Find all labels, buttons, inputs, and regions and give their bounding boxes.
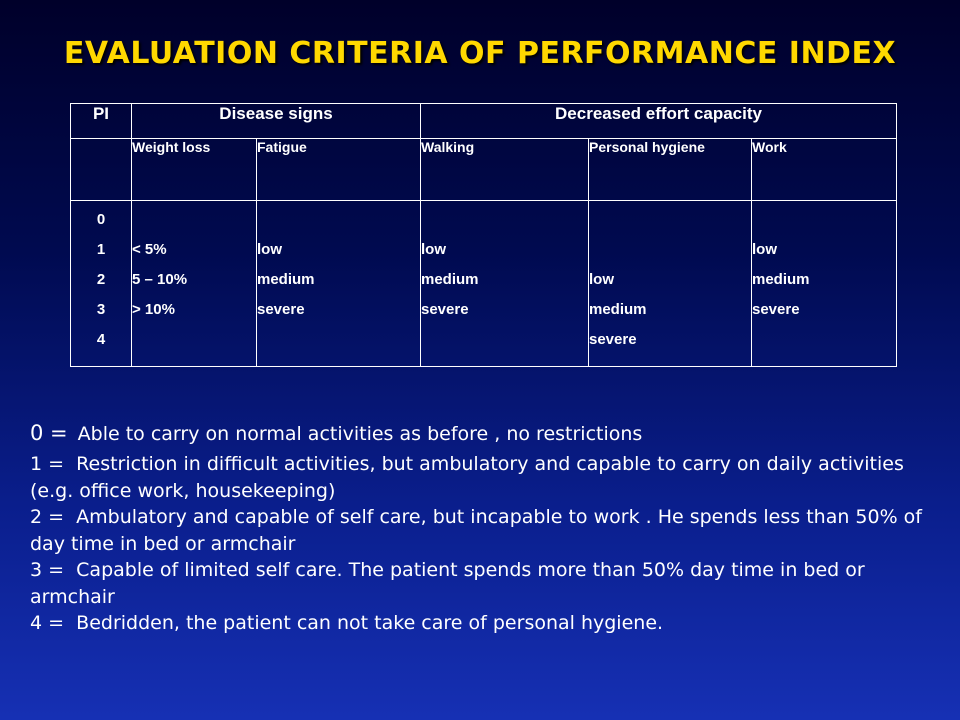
table-subheader-row: Weight loss Fatigue Walking Personal hyg… xyxy=(70,138,897,201)
definition-code: 2 = xyxy=(30,506,65,528)
pi-value: 3 xyxy=(96,301,106,318)
walking-value: low xyxy=(421,241,446,258)
walking-cell: low medium severe xyxy=(420,200,589,367)
pi-value: 4 xyxy=(96,331,106,348)
fatigue-value: low xyxy=(257,241,282,258)
subheader-personal-hygiene: Personal hygiene xyxy=(588,138,752,201)
work-cell: low medium severe xyxy=(751,200,897,367)
pi-values-cell: 0 1 2 3 4 xyxy=(70,200,132,367)
personal-hygiene-value: low xyxy=(589,271,614,288)
header-pi: PI xyxy=(70,103,132,139)
pi-value: 1 xyxy=(96,241,106,258)
definition-item: 3 = Capable of limited self care. The pa… xyxy=(30,557,940,610)
header-effort-capacity: Decreased effort capacity xyxy=(420,103,897,139)
weight-loss-value: < 5% xyxy=(132,241,167,258)
work-value: severe xyxy=(752,301,800,318)
definition-item: 4 = Bedridden, the patient can not take … xyxy=(30,610,940,637)
definition-code: 3 = xyxy=(30,559,65,581)
subheader-empty xyxy=(70,138,132,201)
definition-item: 2 = Ambulatory and capable of self care,… xyxy=(30,504,940,557)
subheader-walking: Walking xyxy=(420,138,589,201)
definition-code: 4 = xyxy=(30,612,65,634)
personal-hygiene-cell: low medium severe xyxy=(588,200,752,367)
fatigue-cell: low medium severe xyxy=(256,200,421,367)
work-value: medium xyxy=(752,271,810,288)
personal-hygiene-value: severe xyxy=(589,331,637,348)
table-header-row: PI Disease signs Decreased effort capaci… xyxy=(70,103,897,139)
pi-value: 0 xyxy=(96,211,106,228)
subheader-weight-loss: Weight loss xyxy=(131,138,257,201)
pi-definitions: 0 = Able to carry on normal activities as… xyxy=(30,418,940,637)
weight-loss-value: > 10% xyxy=(132,301,175,318)
weight-loss-value: 5 – 10% xyxy=(132,271,188,288)
fatigue-value: medium xyxy=(257,271,315,288)
walking-value: severe xyxy=(421,301,469,318)
definition-text: Restriction in difficult activities, but… xyxy=(30,453,904,502)
definition-text: Bedridden, the patient can not take care… xyxy=(76,612,664,634)
pi-value: 2 xyxy=(96,271,106,288)
performance-index-table: PI Disease signs Decreased effort capaci… xyxy=(70,103,897,367)
definition-text: Capable of limited self care. The patien… xyxy=(30,559,865,608)
table-values-row: 0 1 2 3 4 < 5% 5 – 10% > 10% low medium … xyxy=(70,200,897,367)
work-value: low xyxy=(752,241,777,258)
personal-hygiene-value: medium xyxy=(589,301,647,318)
header-disease-signs: Disease signs xyxy=(131,103,421,139)
page-title: EVALUATION CRITERIA OF PERFORMANCE INDEX xyxy=(63,36,897,71)
definition-text: Ambulatory and capable of self care, but… xyxy=(30,506,922,555)
definition-code: 0 = xyxy=(30,421,68,445)
definition-code: 1 = xyxy=(30,453,65,475)
definition-item: 0 = Able to carry on normal activities as… xyxy=(30,418,940,449)
subheader-fatigue: Fatigue xyxy=(256,138,421,201)
walking-value: medium xyxy=(421,271,479,288)
definition-text: Able to carry on normal activities as be… xyxy=(77,423,643,445)
subheader-work: Work xyxy=(751,138,897,201)
definition-item: 1 = Restriction in difficult activities,… xyxy=(30,451,940,504)
fatigue-value: severe xyxy=(257,301,305,318)
weight-loss-cell: < 5% 5 – 10% > 10% xyxy=(131,200,257,367)
